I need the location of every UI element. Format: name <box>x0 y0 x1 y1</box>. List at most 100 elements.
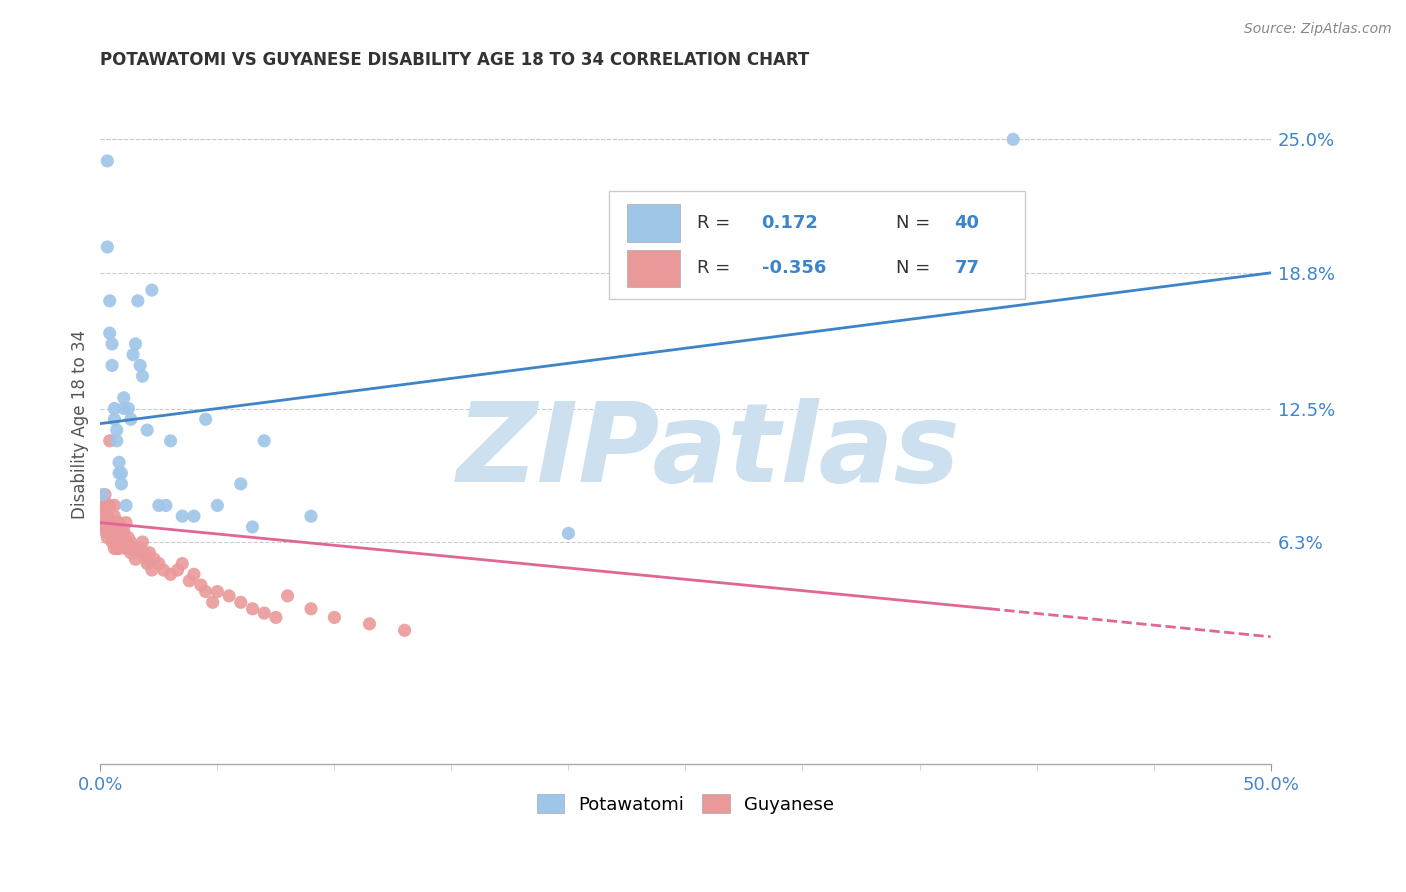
Point <box>127 546 149 560</box>
Point <box>98 326 121 340</box>
Point <box>299 509 322 524</box>
Point <box>108 516 131 530</box>
Point <box>94 524 117 539</box>
Point <box>105 516 128 530</box>
Point <box>98 514 121 528</box>
Point <box>98 499 121 513</box>
Point <box>124 552 146 566</box>
Point <box>103 520 125 534</box>
FancyBboxPatch shape <box>627 204 679 242</box>
FancyBboxPatch shape <box>627 250 679 287</box>
Point <box>131 369 153 384</box>
Point <box>112 531 135 545</box>
Point <box>159 434 181 448</box>
Text: 77: 77 <box>955 259 980 277</box>
Point <box>101 359 124 373</box>
Point <box>557 526 579 541</box>
Point <box>242 520 264 534</box>
Point <box>91 488 114 502</box>
Point <box>323 610 346 624</box>
Point <box>108 455 131 469</box>
Point <box>253 606 276 620</box>
Point <box>96 499 118 513</box>
Point <box>110 531 132 545</box>
Text: 40: 40 <box>955 213 980 232</box>
Point <box>91 520 114 534</box>
Point <box>194 584 217 599</box>
Point <box>94 488 117 502</box>
Point <box>103 541 125 556</box>
Point <box>91 499 114 513</box>
Point <box>112 524 135 539</box>
Point <box>1002 132 1025 146</box>
Point <box>96 153 118 168</box>
Point <box>112 391 135 405</box>
Point <box>117 401 139 416</box>
Point <box>115 499 138 513</box>
Point <box>110 535 132 549</box>
Point <box>253 434 276 448</box>
Point <box>194 412 217 426</box>
Point <box>124 337 146 351</box>
Point <box>98 524 121 539</box>
Point <box>129 541 152 556</box>
Point <box>108 541 131 556</box>
Point <box>103 531 125 545</box>
Point <box>103 509 125 524</box>
Point <box>105 434 128 448</box>
Point <box>112 535 135 549</box>
Point <box>229 476 252 491</box>
Point <box>134 546 156 560</box>
Point <box>277 589 299 603</box>
Text: -0.356: -0.356 <box>762 259 825 277</box>
Text: Source: ZipAtlas.com: Source: ZipAtlas.com <box>1244 22 1392 37</box>
Point <box>148 557 170 571</box>
Point <box>101 524 124 539</box>
Point <box>229 595 252 609</box>
Point <box>91 509 114 524</box>
Point <box>141 563 163 577</box>
Point <box>136 423 159 437</box>
Point <box>98 293 121 308</box>
Point <box>172 509 194 524</box>
Point <box>103 412 125 426</box>
Point <box>136 557 159 571</box>
Point <box>103 401 125 416</box>
Point <box>136 552 159 566</box>
Point <box>143 552 166 566</box>
Text: ZIPatlas: ZIPatlas <box>457 399 960 505</box>
Point <box>103 499 125 513</box>
Point <box>141 283 163 297</box>
Point <box>207 499 229 513</box>
Point <box>129 359 152 373</box>
Point <box>201 595 224 609</box>
Text: R =: R = <box>697 259 730 277</box>
Point <box>131 535 153 549</box>
Point <box>96 509 118 524</box>
Point <box>166 563 188 577</box>
Point <box>172 557 194 571</box>
Point <box>152 563 174 577</box>
Point <box>105 531 128 545</box>
Point <box>122 541 145 556</box>
Point <box>101 535 124 549</box>
Point <box>108 524 131 539</box>
Point <box>394 624 416 638</box>
Point <box>101 337 124 351</box>
Text: 0.172: 0.172 <box>762 213 818 232</box>
Point <box>179 574 201 588</box>
Point <box>138 546 160 560</box>
Point <box>122 348 145 362</box>
Point <box>110 520 132 534</box>
Point <box>120 535 142 549</box>
Point <box>110 466 132 480</box>
Point <box>218 589 240 603</box>
Point <box>148 499 170 513</box>
Point <box>110 476 132 491</box>
Point <box>96 240 118 254</box>
Point <box>117 541 139 556</box>
Point <box>183 567 205 582</box>
Point <box>127 293 149 308</box>
FancyBboxPatch shape <box>609 191 1025 299</box>
Point <box>242 601 264 615</box>
